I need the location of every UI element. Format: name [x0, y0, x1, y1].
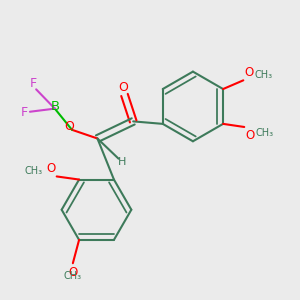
- Text: O: O: [46, 162, 55, 175]
- Text: O: O: [245, 66, 254, 79]
- Text: O: O: [246, 128, 255, 142]
- Text: CH₃: CH₃: [25, 166, 43, 176]
- Text: O: O: [64, 119, 74, 133]
- Text: B: B: [51, 100, 60, 112]
- Text: O: O: [118, 81, 128, 94]
- Text: CH₃: CH₃: [254, 70, 272, 80]
- Text: F: F: [21, 106, 28, 119]
- Text: H: H: [118, 157, 127, 167]
- Text: F: F: [30, 77, 37, 90]
- Text: O: O: [68, 266, 77, 279]
- Text: CH₃: CH₃: [64, 271, 82, 281]
- Text: CH₃: CH₃: [255, 128, 273, 138]
